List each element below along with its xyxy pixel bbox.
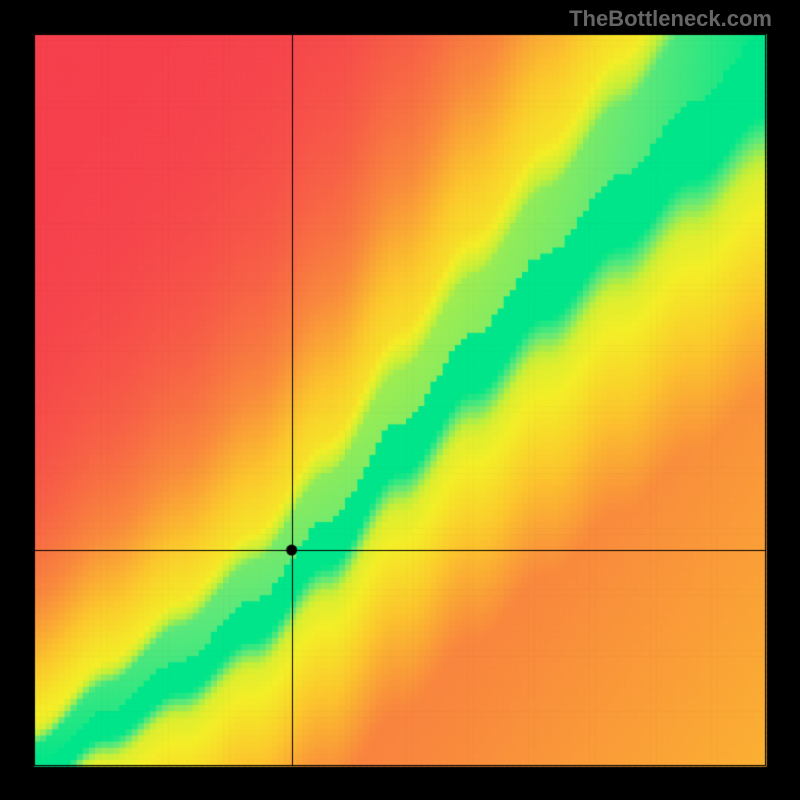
bottleneck-heatmap [0, 0, 800, 800]
chart-container: TheBottleneck.com [0, 0, 800, 800]
